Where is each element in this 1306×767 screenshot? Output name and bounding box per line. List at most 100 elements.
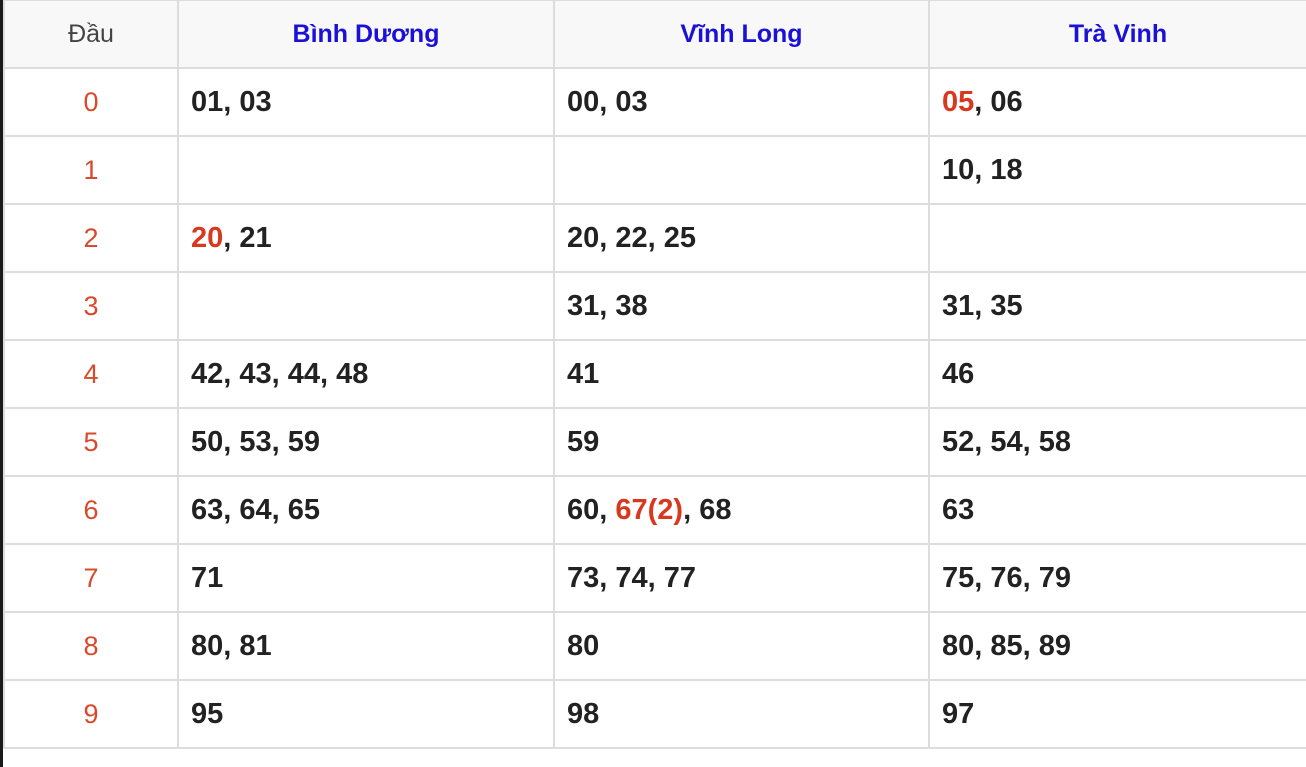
number: 31 bbox=[567, 289, 600, 322]
table-row: 4 42, 43, 44, 48 41 46 bbox=[3, 339, 1306, 409]
number: 73 bbox=[567, 561, 600, 594]
number: 98 bbox=[567, 697, 600, 730]
left-border bbox=[0, 0, 3, 767]
numbers-cell-tra-vinh: 31, 35 bbox=[928, 271, 1306, 341]
numbers-cell-tra-vinh: 80, 85, 89 bbox=[928, 611, 1306, 681]
numbers-cell-vinh-long: 31, 38 bbox=[553, 271, 930, 341]
numbers-cell-vinh-long: 80 bbox=[553, 611, 930, 681]
number: 46 bbox=[942, 357, 975, 390]
number: 64 bbox=[239, 493, 272, 526]
numbers-cell-tra-vinh: 63 bbox=[928, 475, 1306, 545]
numbers-cell-vinh-long: 41 bbox=[553, 339, 930, 409]
numbers-cell-binh-duong: 71 bbox=[177, 543, 555, 613]
number: 52 bbox=[942, 425, 975, 458]
number: 59 bbox=[567, 425, 600, 458]
number: 80 bbox=[191, 629, 224, 662]
numbers-cell-tra-vinh: 52, 54, 58 bbox=[928, 407, 1306, 477]
numbers-cell-vinh-long: 00, 03 bbox=[553, 67, 930, 137]
number: 80 bbox=[567, 629, 600, 662]
number: 03 bbox=[239, 85, 272, 118]
header-province-vinh-long: Vĩnh Long bbox=[553, 0, 930, 69]
numbers-cell-tra-vinh bbox=[928, 203, 1306, 273]
number: 06 bbox=[990, 85, 1023, 118]
numbers-cell-binh-duong bbox=[177, 271, 555, 341]
number: 01 bbox=[191, 85, 224, 118]
number: 41 bbox=[567, 357, 600, 390]
number: 53 bbox=[239, 425, 272, 458]
number: 80 bbox=[942, 629, 975, 662]
numbers-cell-tra-vinh: 46 bbox=[928, 339, 1306, 409]
number: 95 bbox=[191, 697, 224, 730]
numbers-cell-tra-vinh: 75, 76, 79 bbox=[928, 543, 1306, 613]
number: 77 bbox=[663, 561, 697, 594]
numbers-cell-tra-vinh: 97 bbox=[928, 679, 1306, 749]
table-row: 7 71 73, 74, 77 75, 76, 79 bbox=[3, 543, 1306, 613]
highlighted-number: 67(2) bbox=[615, 493, 684, 526]
number: 97 bbox=[942, 697, 975, 730]
numbers-cell-binh-duong bbox=[177, 135, 555, 205]
number: 75 bbox=[942, 561, 975, 594]
number: 58 bbox=[1038, 425, 1072, 458]
numbers-cell-binh-duong: 01, 03 bbox=[177, 67, 555, 137]
numbers-cell-binh-duong: 20, 21 bbox=[177, 203, 555, 273]
table-row: 9 95 98 97 bbox=[3, 679, 1306, 749]
number: 48 bbox=[336, 357, 369, 390]
number: 76 bbox=[990, 561, 1023, 594]
table-row: 5 50, 53, 59 59 52, 54, 58 bbox=[3, 407, 1306, 477]
numbers-cell-vinh-long: 60, 67(2), 68 bbox=[553, 475, 930, 545]
numbers-cell-binh-duong: 95 bbox=[177, 679, 555, 749]
number: 20 bbox=[567, 221, 600, 254]
numbers-cell-vinh-long: 73, 74, 77 bbox=[553, 543, 930, 613]
number: 68 bbox=[699, 493, 732, 526]
number: 10 bbox=[942, 153, 975, 186]
number: 65 bbox=[287, 493, 321, 526]
numbers-cell-vinh-long: 98 bbox=[553, 679, 930, 749]
numbers-cell-vinh-long: 20, 22, 25 bbox=[553, 203, 930, 273]
number: 85 bbox=[990, 629, 1023, 662]
table-row: 6 63, 64, 65 60, 67(2), 68 63 bbox=[3, 475, 1306, 545]
number: 60 bbox=[567, 493, 600, 526]
lottery-head-table: Đầu Bình Dương Vĩnh Long Trà Vinh 0 01, 0… bbox=[3, 0, 1306, 749]
number: 35 bbox=[990, 289, 1023, 322]
numbers-cell-binh-duong: 42, 43, 44, 48 bbox=[177, 339, 555, 409]
number: 25 bbox=[663, 221, 697, 254]
number: 42 bbox=[191, 357, 224, 390]
header-province-tra-vinh: Trà Vinh bbox=[928, 0, 1306, 69]
head-digit: 7 bbox=[3, 543, 179, 613]
number: 21 bbox=[239, 221, 272, 254]
header-province-binh-duong: Bình Dương bbox=[177, 0, 555, 69]
number: 22 bbox=[615, 221, 648, 254]
head-digit: 9 bbox=[3, 679, 179, 749]
numbers-cell-tra-vinh: 10, 18 bbox=[928, 135, 1306, 205]
number: 18 bbox=[990, 153, 1023, 186]
numbers-cell-binh-duong: 50, 53, 59 bbox=[177, 407, 555, 477]
head-digit: 5 bbox=[3, 407, 179, 477]
number: 79 bbox=[1038, 561, 1072, 594]
table-row: 8 80, 81 80 80, 85, 89 bbox=[3, 611, 1306, 681]
numbers-cell-vinh-long: 59 bbox=[553, 407, 930, 477]
number: 74 bbox=[615, 561, 648, 594]
head-digit: 4 bbox=[3, 339, 179, 409]
number: 81 bbox=[239, 629, 272, 662]
highlighted-number: 20 bbox=[191, 221, 224, 254]
number: 59 bbox=[287, 425, 321, 458]
highlighted-number: 05 bbox=[942, 85, 975, 118]
number: 50 bbox=[191, 425, 224, 458]
number: 63 bbox=[191, 493, 224, 526]
number: 00 bbox=[567, 85, 600, 118]
head-digit: 6 bbox=[3, 475, 179, 545]
head-digit: 0 bbox=[3, 67, 179, 137]
number: 03 bbox=[615, 85, 648, 118]
head-digit: 8 bbox=[3, 611, 179, 681]
number: 71 bbox=[191, 561, 224, 594]
table-row: 0 01, 03 00, 03 05, 06 bbox=[3, 67, 1306, 137]
number: 63 bbox=[942, 493, 975, 526]
header-dau: Đầu bbox=[3, 0, 179, 69]
number: 38 bbox=[615, 289, 648, 322]
table-row: 2 20, 21 20, 22, 25 bbox=[3, 203, 1306, 273]
numbers-cell-tra-vinh: 05, 06 bbox=[928, 67, 1306, 137]
table-row: 1 10, 18 bbox=[3, 135, 1306, 205]
numbers-cell-binh-duong: 80, 81 bbox=[177, 611, 555, 681]
number: 89 bbox=[1038, 629, 1072, 662]
header-row: Đầu Bình Dương Vĩnh Long Trà Vinh bbox=[3, 0, 1306, 69]
